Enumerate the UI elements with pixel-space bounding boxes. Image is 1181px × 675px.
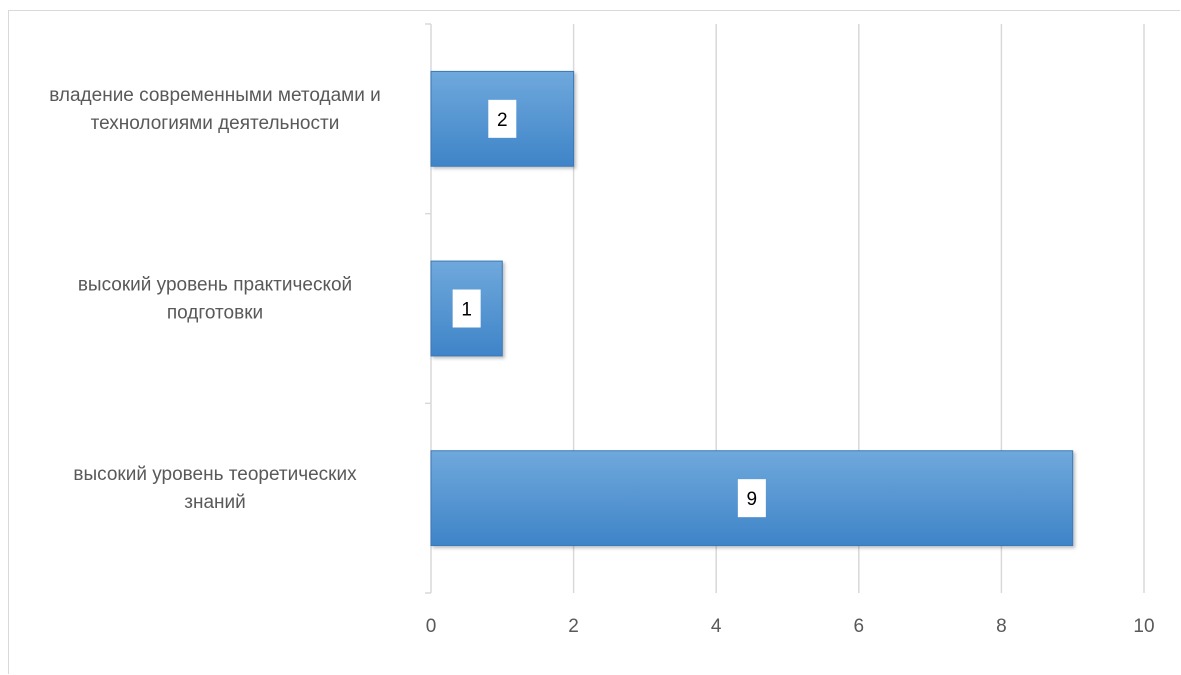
category-labels: высокий уровень теоретических знаний высок… bbox=[49, 85, 381, 513]
x-tick-label-8: 8 bbox=[996, 616, 1007, 637]
x-tick-label-4: 4 bbox=[711, 616, 722, 637]
category-label-1: высокий уровень теоретических знаний bbox=[73, 464, 357, 513]
y-axis bbox=[425, 23, 432, 594]
x-tick-label-6: 6 bbox=[854, 616, 865, 637]
x-tick-labels: 0 2 4 6 8 10 bbox=[426, 616, 1155, 637]
chart-frame bbox=[8, 10, 1180, 674]
data-label-1: 9 bbox=[747, 489, 758, 510]
data-label-3: 2 bbox=[497, 110, 508, 131]
data-label-box-2 bbox=[452, 289, 481, 328]
x-tick-label-0: 0 bbox=[426, 616, 437, 637]
bars: 9 1 2 bbox=[430, 70, 1074, 547]
data-label-box-3 bbox=[488, 99, 517, 138]
x-tick-label-2: 2 bbox=[568, 616, 579, 637]
data-label-2: 1 bbox=[461, 300, 472, 321]
x-tick-label-10: 10 bbox=[1133, 616, 1154, 637]
data-label-box-1 bbox=[737, 479, 766, 518]
category-label-2: высокий уровень практической подготовки bbox=[78, 275, 352, 324]
category-label-3: владение современными методами и технолог… bbox=[49, 85, 381, 134]
